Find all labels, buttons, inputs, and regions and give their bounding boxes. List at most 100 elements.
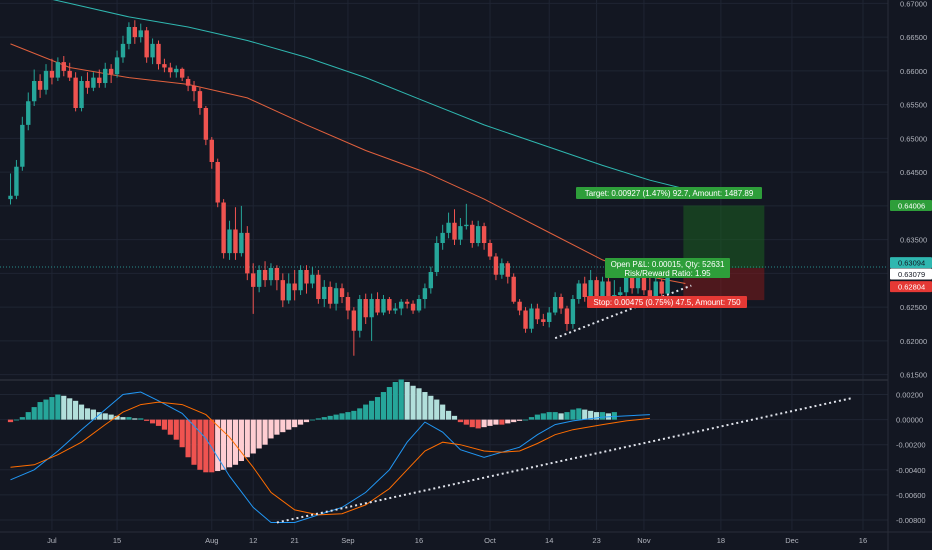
macd-axis-tick-label: -0.00400: [896, 466, 926, 475]
macd-histogram-bar: [593, 412, 600, 420]
macd-histogram-bar: [132, 418, 138, 420]
macd-histogram-bar: [179, 419, 185, 448]
macd-histogram-bar: [256, 419, 262, 449]
macd-histogram-bar: [226, 419, 233, 468]
macd-histogram-bar: [611, 412, 617, 420]
macd-histogram-bar: [173, 419, 179, 440]
time-axis-tick-label: Sep: [341, 536, 354, 545]
price-axis-tick-label: 0.61500: [900, 371, 927, 380]
candle-body: [79, 81, 84, 108]
candle-body: [458, 226, 463, 240]
candle-body: [97, 77, 102, 84]
macd-histogram-bar: [191, 419, 197, 465]
macd-histogram-bar: [451, 415, 458, 420]
current-price-tag-label: 0.63094: [898, 259, 925, 268]
candle-body: [541, 319, 546, 322]
candle-body: [629, 272, 635, 289]
candle-body: [256, 270, 262, 287]
macd-histogram-bar: [102, 413, 108, 420]
moving-average-lines: [10, 0, 686, 284]
candle-body: [339, 288, 345, 297]
candle-body: [570, 299, 576, 324]
macd-histogram-bar: [262, 419, 268, 445]
candle-body: [327, 286, 333, 304]
candle-body: [523, 310, 528, 329]
macd-histogram-bar: [315, 418, 321, 420]
macd-histogram-bar: [517, 419, 523, 421]
macd-histogram-bar: [588, 410, 594, 420]
macd-histogram-bar: [185, 419, 191, 458]
candle-body: [428, 272, 434, 289]
macd-histogram-bar: [13, 419, 20, 421]
macd-histogram-bar: [120, 417, 126, 420]
price-trendline[interactable]: [554, 284, 692, 340]
time-axis-tick-label: 21: [290, 536, 298, 545]
candle-body: [475, 226, 481, 243]
macd-histogram-bar: [78, 404, 85, 420]
candle-body: [239, 232, 244, 254]
macd-histogram-bar: [84, 408, 91, 420]
candle-body: [286, 283, 291, 301]
macd-histogram-bar: [61, 395, 67, 420]
time-axis-tick-label: 12: [249, 536, 257, 545]
macd-histogram-bar: [31, 407, 37, 420]
macd-axis-tick-label: 0.00200: [896, 391, 923, 400]
candle-body: [505, 263, 510, 277]
candle-body: [481, 226, 487, 243]
candle-body: [73, 77, 78, 108]
time-axis-tick-label: 16: [859, 536, 867, 545]
candle-body: [14, 166, 19, 196]
macd-histogram-bar: [511, 419, 517, 423]
candle-body: [245, 232, 250, 274]
macd-histogram-bar: [321, 417, 327, 420]
macd-histogram-bar: [167, 419, 173, 435]
candle-body: [203, 108, 209, 140]
macd-histogram-bar: [599, 412, 606, 420]
macd-histogram-bar: [440, 404, 446, 420]
macd-histogram-bar: [445, 410, 452, 420]
macd-histogram-bar: [493, 419, 499, 425]
candle-body: [351, 310, 357, 331]
price-axis-tick-label: 0.66000: [900, 67, 927, 76]
candle-body: [85, 81, 90, 88]
candle-body: [618, 292, 623, 295]
candle-body: [316, 274, 321, 300]
macd-histogram-bar: [357, 408, 363, 420]
macd-histogram-bar: [108, 414, 114, 420]
macd-histogram-bar: [363, 404, 369, 420]
candle-body: [280, 280, 286, 301]
candle-body: [221, 202, 226, 254]
candle-body: [369, 299, 374, 318]
macd-histogram-bar: [203, 419, 209, 473]
candle-body: [434, 243, 439, 273]
candle-body: [357, 299, 362, 331]
macd-histogram-bar: [499, 419, 505, 425]
macd-histogram-bar: [570, 409, 576, 420]
candle-body: [641, 274, 647, 291]
pnl-badge: [605, 258, 730, 278]
secondary-price-tag-label: 0.63079: [898, 270, 925, 279]
macd-histogram-bar: [475, 419, 481, 429]
candle-body: [647, 290, 653, 297]
macd-histogram-bar: [25, 412, 31, 420]
candle-body: [623, 272, 629, 293]
candle-body: [209, 139, 214, 162]
macd-histogram-bar: [333, 414, 339, 420]
candle-body: [665, 273, 670, 294]
candle-body: [31, 81, 37, 102]
candle-body: [67, 70, 72, 78]
macd-histogram-bar: [73, 400, 79, 420]
macd-histogram-bar: [339, 413, 345, 420]
candle-body: [262, 270, 268, 281]
macd-histogram-bar: [564, 412, 570, 420]
candle-body: [298, 270, 303, 291]
macd-histogram-bar: [351, 410, 357, 420]
macd-histogram-bar: [144, 419, 150, 421]
macd-histogram-bar: [505, 419, 511, 424]
macd-histogram-bar: [576, 408, 582, 420]
candle-body: [168, 67, 173, 73]
macd-axis-tick-label: 0.00000: [896, 416, 923, 425]
macd-histogram-bar: [114, 415, 120, 420]
